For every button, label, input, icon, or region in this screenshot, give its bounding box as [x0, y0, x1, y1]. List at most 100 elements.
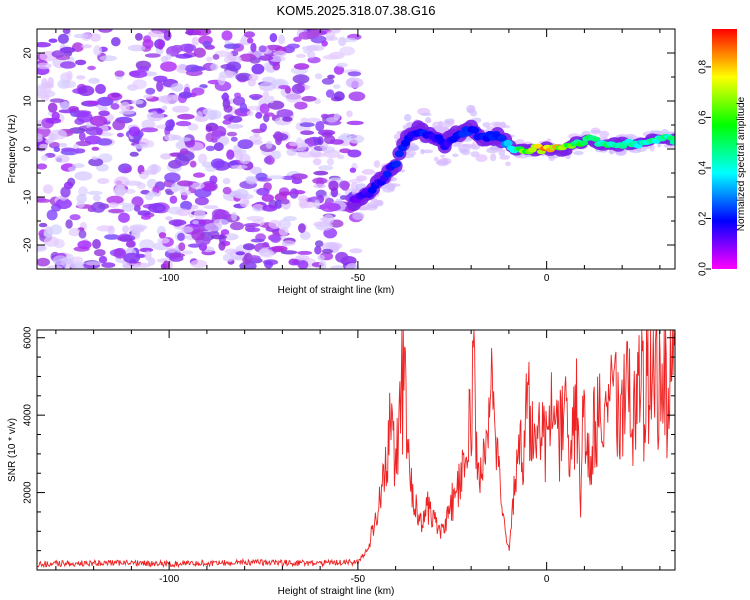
spectrogram-cell	[339, 180, 350, 190]
spectrogram-cell	[213, 142, 224, 152]
spectrogram-cell	[255, 112, 263, 119]
x-tick-label: -50	[351, 273, 366, 284]
spectrogram-cell	[435, 160, 450, 165]
spectrogram-cell	[298, 31, 313, 40]
spectrogram-cell	[168, 119, 175, 129]
spectrogram-cell	[278, 34, 286, 45]
spectrogram-cell	[190, 204, 199, 210]
spectrogram-cell	[163, 30, 172, 41]
spectrogram-cell	[170, 82, 184, 92]
spectrogram-cell	[245, 177, 258, 185]
spectrogram-cell	[490, 153, 497, 162]
spectrogram-cell	[194, 196, 209, 206]
spectrogram-cell	[160, 94, 179, 105]
spectrogram-cell	[92, 239, 101, 249]
spectrogram-cell	[283, 216, 297, 222]
spectrogram-cell	[113, 176, 130, 188]
spectrogram-cell	[251, 63, 265, 75]
colorbar-fill	[712, 29, 737, 269]
spectrogram-cell	[143, 94, 154, 99]
spectrogram-cell	[153, 75, 168, 83]
spectrogram-cell	[111, 37, 121, 47]
spectrogram-cell	[45, 138, 53, 144]
spectrogram-cell	[120, 101, 130, 112]
spectrogram-cell	[177, 137, 192, 142]
spectrogram-cell	[177, 113, 195, 120]
spectrogram-cell	[39, 143, 49, 149]
spectrogram-cell	[75, 59, 87, 66]
colorbar-tick-label: 0.4	[698, 161, 709, 175]
spectrogram-cell	[165, 216, 173, 221]
spectrogram-cell	[131, 196, 144, 207]
spectrogram-cell	[259, 103, 270, 114]
spectrogram-cell	[256, 187, 270, 196]
spectrogram-cell	[191, 36, 200, 46]
spectrogram-cell	[177, 180, 193, 187]
spectrogram-cell	[352, 212, 365, 220]
spectrogram-cell	[129, 151, 139, 157]
spectrogram-cell	[158, 232, 167, 239]
spectrogram-cell	[211, 234, 227, 240]
spectrogram-cell	[42, 184, 54, 194]
spectrogram-cell	[286, 43, 300, 49]
spectrogram-cell	[98, 29, 113, 33]
spectrogram-cell	[85, 126, 102, 136]
spectrogram-cell	[307, 137, 315, 148]
spectrogram-cell	[179, 189, 192, 196]
spectrogram-cell	[175, 120, 192, 127]
spectrogram-cell	[202, 40, 212, 48]
spectrogram-cell	[341, 37, 358, 43]
spectrogram-cell	[210, 130, 222, 140]
spectrogram-cell	[144, 53, 161, 58]
spectrogram-cell	[271, 245, 288, 252]
spectrogram-cell	[96, 138, 113, 146]
spectrogram-cell	[156, 108, 163, 114]
spectrogram-cell	[598, 130, 610, 138]
spectrogram-cell	[37, 88, 45, 99]
spectrogram-cell	[106, 195, 124, 204]
spectrogram-cell	[213, 218, 229, 226]
spectrogram-cell	[203, 205, 219, 210]
spectrogram-cell	[59, 101, 70, 110]
spectrogram-cell	[231, 164, 248, 170]
spectrogram-cell	[249, 57, 261, 64]
spectrogram-cell	[288, 141, 299, 147]
spectrogram-cell	[121, 202, 135, 208]
spectrogram-cell	[471, 141, 477, 149]
spectrogram-cell	[262, 76, 276, 83]
spectrogram-cell	[43, 230, 53, 238]
spectrogram-cell	[293, 36, 302, 42]
spectrogram-cell	[239, 39, 247, 45]
spectrogram-cell	[178, 91, 193, 99]
spectrogram-cell	[99, 55, 117, 62]
colorbar-label: Normalized spectral amplitude	[736, 96, 747, 231]
spectrogram-cell	[276, 109, 294, 118]
chart-title: KOM5.2025.318.07.38.G16	[276, 3, 435, 18]
spectrogram-cell	[591, 136, 601, 142]
spectrogram-cell	[251, 140, 263, 145]
spectrogram-cell	[328, 180, 339, 192]
spectrogram-cell	[285, 92, 302, 103]
spectrogram-cell	[295, 53, 306, 59]
spectrogram-cell	[258, 55, 274, 61]
spectrogram-cell	[222, 177, 231, 185]
spectrogram-cell	[160, 61, 177, 72]
spectrogram-cell	[335, 251, 349, 263]
spectrogram-cell	[88, 158, 104, 167]
spectrogram-cell	[234, 188, 249, 199]
spectrogram-cell	[71, 256, 84, 264]
spectrogram-cell	[179, 148, 189, 156]
spectrogram-cell	[314, 245, 322, 255]
spectrogram-cell	[246, 255, 261, 261]
spectrogram-cell	[197, 153, 208, 164]
spectrogram-cell	[88, 77, 100, 84]
spectrogram-cell	[281, 198, 290, 205]
spectrogram-cell	[321, 146, 336, 154]
spectrogram-cell	[37, 136, 43, 143]
spectrogram-cell	[73, 148, 86, 154]
spectrogram-cell	[181, 226, 194, 233]
spectrogram-cell	[327, 74, 335, 80]
spectrogram-cell	[291, 83, 305, 94]
spectrogram-cell	[156, 80, 164, 92]
